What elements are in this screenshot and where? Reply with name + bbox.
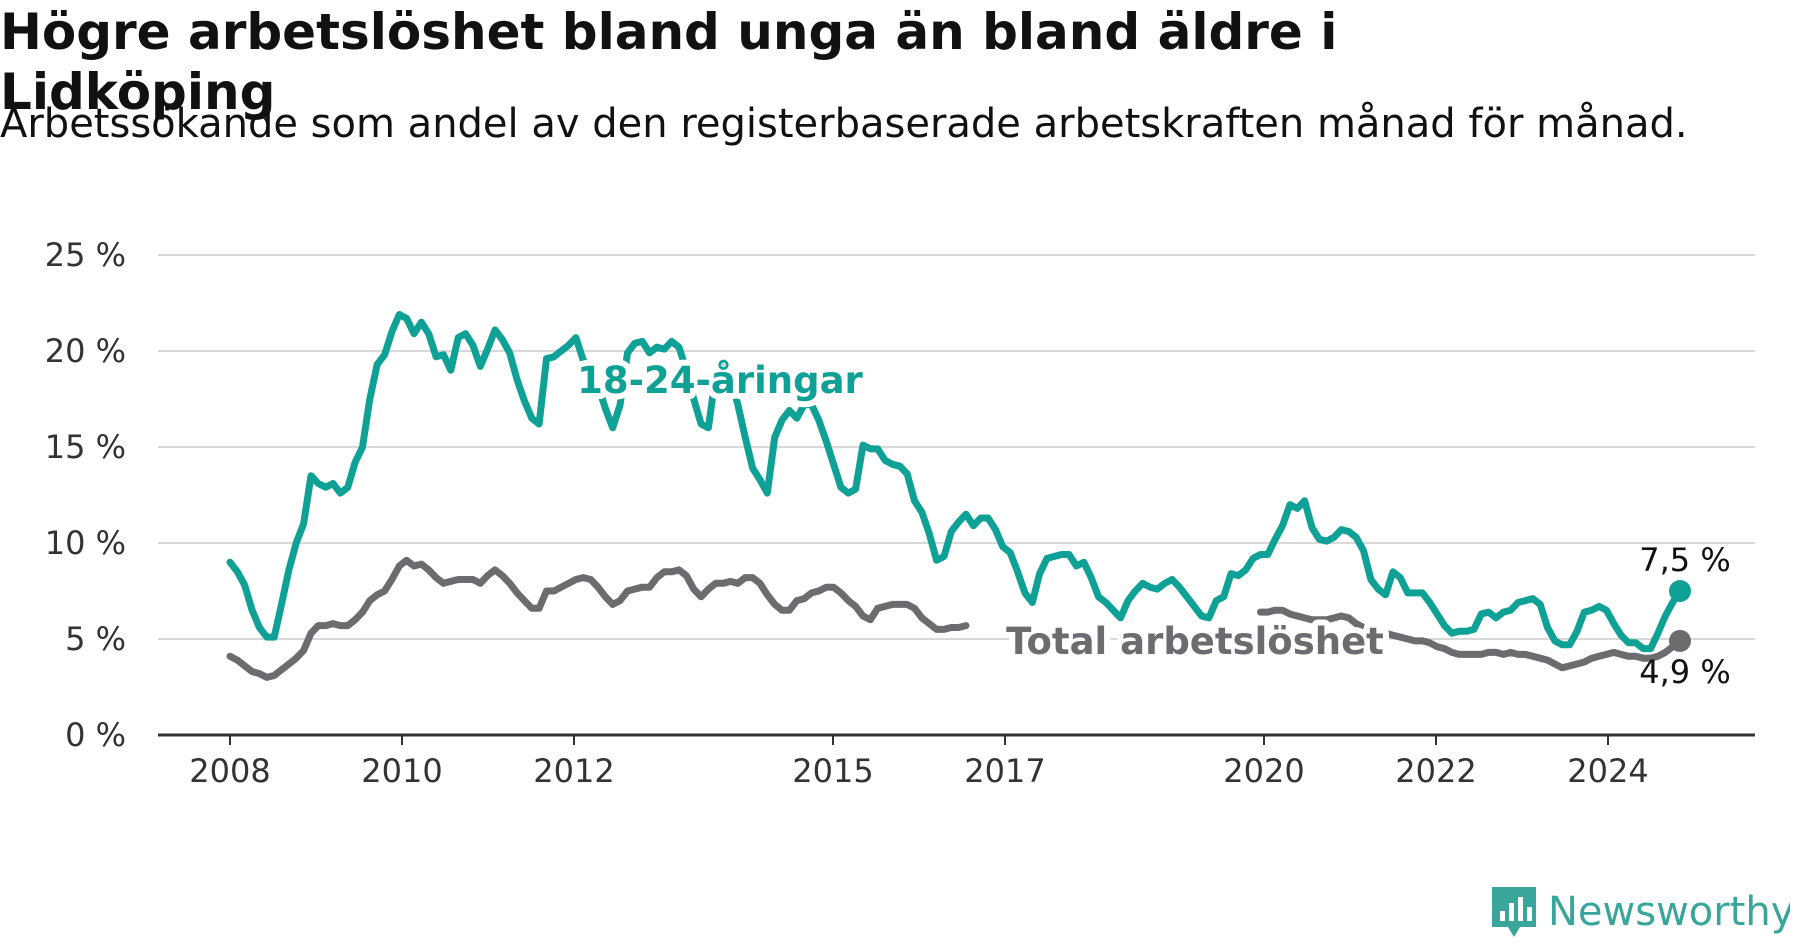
chart-title: Högre arbetslöshet bland unga än bland ä… xyxy=(0,3,1338,121)
x-axis-ticks: 2008 2010 2012 2015 2017 2020 2022 2024 xyxy=(189,735,1649,790)
end-point-total xyxy=(1669,629,1691,652)
x-tick-label: 2017 xyxy=(964,752,1045,790)
series-label-total: Total arbetslöshet xyxy=(1006,620,1384,663)
y-axis-ticks: 0 % 5 % 10 % 15 % 20 % 25 % xyxy=(45,236,126,754)
chart-subtitle: Arbetssökande som andel av den registerb… xyxy=(0,101,1688,147)
end-label-youth: 7,5 % xyxy=(1639,541,1730,579)
end-point-youth xyxy=(1669,580,1691,602)
x-tick-label: 2020 xyxy=(1223,752,1304,790)
end-label-total: 4,9 % xyxy=(1639,653,1730,691)
y-tick-label: 20 % xyxy=(45,332,126,370)
newsworthy-logo-icon xyxy=(1492,887,1536,937)
series-lines xyxy=(226,311,1684,681)
end-markers: 7,5 % 4,9 % xyxy=(1639,541,1730,691)
y-tick-label: 25 % xyxy=(45,236,126,274)
newsworthy-logo: Newsworthy xyxy=(1492,887,1790,937)
y-tick-label: 15 % xyxy=(45,428,126,466)
newsworthy-logo-text: Newsworthy xyxy=(1548,889,1790,935)
series-label-halo: 18-24-åringar xyxy=(577,359,863,402)
series-line-total xyxy=(1257,606,1684,672)
x-tick-label: 2008 xyxy=(189,752,270,790)
y-tick-label: 10 % xyxy=(45,524,126,562)
series-label-youth: 18-24-åringar xyxy=(577,359,863,402)
grid-lines xyxy=(158,254,1755,737)
series-line-total xyxy=(226,556,970,681)
x-tick-label: 2022 xyxy=(1395,752,1476,790)
y-tick-label: 0 % xyxy=(65,716,126,754)
x-tick-label: 2010 xyxy=(361,752,442,790)
x-tick-label: 2012 xyxy=(533,752,614,790)
series-label-halo: Total arbetslöshet xyxy=(1006,620,1384,663)
x-tick-label: 2015 xyxy=(792,752,873,790)
y-tick-label: 5 % xyxy=(65,620,126,658)
series-line-youth xyxy=(226,311,1684,653)
x-tick-label: 2024 xyxy=(1567,752,1648,790)
